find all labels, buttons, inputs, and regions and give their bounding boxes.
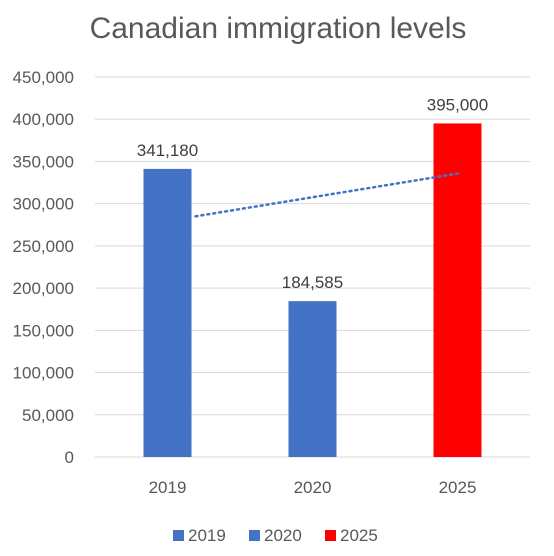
- data-label-2019: 341,180: [137, 141, 198, 160]
- y-tick-label: 450,000: [13, 68, 74, 87]
- trendline: [194, 172, 461, 218]
- bar-2019: [143, 168, 192, 457]
- x-axis-ticks: 2019 2020 2025: [149, 478, 477, 497]
- legend-label-2025: 2025: [340, 526, 378, 545]
- x-tick-label: 2019: [149, 478, 187, 497]
- legend-swatch-2020: [249, 530, 260, 541]
- y-tick-label: 200,000: [13, 279, 74, 298]
- y-tick-label: 250,000: [13, 237, 74, 256]
- legend-swatch-2025: [325, 530, 336, 541]
- y-tick-label: 300,000: [13, 195, 74, 214]
- data-label-2020: 184,585: [282, 273, 343, 292]
- legend-label-2020: 2020: [264, 526, 302, 545]
- y-tick-label: 0: [65, 448, 74, 467]
- y-tick-label: 50,000: [22, 406, 74, 425]
- x-tick-label: 2025: [439, 478, 477, 497]
- bars: [143, 123, 482, 457]
- legend-label-2019: 2019: [188, 526, 226, 545]
- y-tick-label: 100,000: [13, 364, 74, 383]
- legend-swatch-2019: [173, 530, 184, 541]
- chart-title: Canadian immigration levels: [90, 12, 467, 45]
- bar-2025: [433, 123, 482, 457]
- y-tick-label: 350,000: [13, 152, 74, 171]
- bar-2020: [288, 301, 337, 457]
- trendline-line: [194, 172, 461, 218]
- data-labels: 341,180 184,585 395,000: [137, 95, 488, 292]
- y-axis-ticks: 0 50,000 100,000 150,000 200,000 250,000 300,0…: [13, 68, 74, 467]
- legend: 2019 2020 2025: [173, 526, 378, 545]
- x-tick-label: 2020: [294, 478, 332, 497]
- data-label-2025: 395,000: [427, 95, 488, 114]
- y-tick-label: 150,000: [13, 321, 74, 340]
- y-tick-label: 400,000: [13, 110, 74, 129]
